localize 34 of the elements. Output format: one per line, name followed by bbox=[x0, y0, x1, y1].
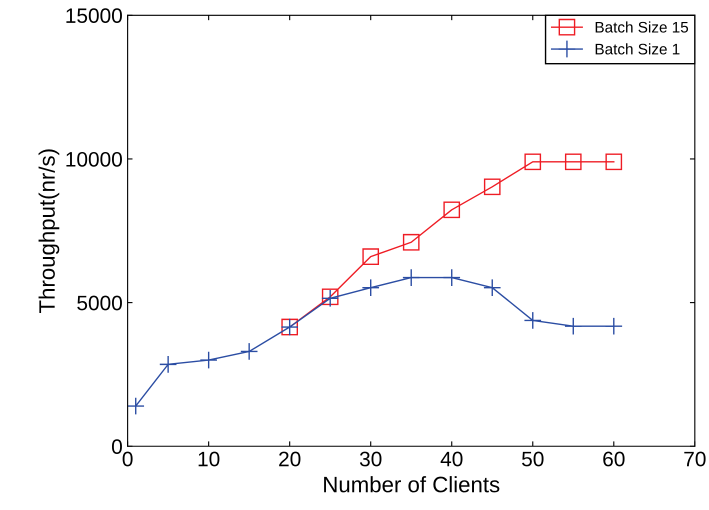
x-axis-title: Number of Clients bbox=[324, 476, 500, 492]
point bbox=[604, 317, 623, 336]
point bbox=[159, 355, 178, 374]
y-tick-label: 15000 bbox=[66, 8, 122, 24]
point bbox=[402, 234, 420, 251]
point bbox=[402, 268, 420, 287]
point bbox=[200, 351, 218, 370]
x-tick-label: 60 bbox=[603, 452, 625, 466]
point bbox=[483, 278, 502, 297]
x-tick-label: 0 bbox=[122, 452, 133, 466]
x-tick-label: 50 bbox=[522, 452, 544, 466]
point bbox=[442, 268, 461, 287]
point bbox=[484, 178, 501, 196]
y-axis-title: Throughput(nr/s) bbox=[38, 149, 60, 314]
point bbox=[128, 397, 145, 416]
x-tick-label: 70 bbox=[684, 452, 706, 466]
point bbox=[564, 317, 582, 336]
point bbox=[524, 311, 542, 330]
point bbox=[443, 201, 460, 218]
y-tick-label: 10000 bbox=[66, 152, 122, 167]
legend-label: Batch Size 15 bbox=[596, 21, 688, 33]
point bbox=[524, 153, 542, 170]
x-tick-label: 20 bbox=[279, 452, 300, 466]
point bbox=[362, 278, 380, 297]
legend-label: Batch Size 1 bbox=[596, 43, 680, 55]
x-tick-label: 10 bbox=[198, 452, 220, 466]
point bbox=[362, 248, 380, 265]
x-tick-label: 30 bbox=[360, 452, 382, 466]
point bbox=[240, 342, 258, 360]
point bbox=[605, 153, 622, 170]
x-tick-label: 40 bbox=[440, 452, 463, 466]
y-tick-label: 0 bbox=[112, 439, 122, 454]
point bbox=[564, 153, 582, 170]
y-tick-label: 5000 bbox=[77, 296, 122, 310]
